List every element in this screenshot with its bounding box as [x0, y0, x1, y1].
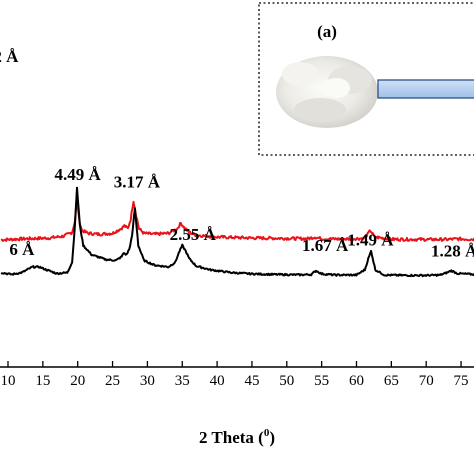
- x-tick-label-55: 55: [314, 373, 329, 389]
- peak-label-1: 3.17 Å: [114, 172, 161, 191]
- x-tick-label-70: 70: [419, 373, 434, 389]
- x-tick-label-10: 10: [1, 373, 16, 389]
- peak-label-3: 1.67 Å: [302, 236, 349, 255]
- series-line-black: [0, 186, 474, 278]
- peak-label-7: 2 Å: [0, 47, 19, 66]
- x-tick-label-50: 50: [279, 373, 294, 389]
- x-tick-label-65: 65: [384, 373, 399, 389]
- x-tick-label-75: 75: [454, 373, 469, 389]
- peak-label-6: 6 Å: [9, 240, 35, 259]
- x-axis-title: 2 Theta (0): [199, 427, 275, 447]
- x-axis-title-superscript: 0: [264, 427, 270, 439]
- series-line-red: [0, 195, 474, 242]
- x-tick-label-45: 45: [244, 373, 259, 389]
- inset-label: (a): [317, 22, 337, 41]
- peak-annotations: 4.49 Å 3.17 Å 2.55 Å 1.67 Å1.49 Å 1.28 Å 6 Å 2…: [0, 47, 474, 260]
- inset-panel: (a): [258, 2, 474, 156]
- x-tick-label-30: 30: [140, 373, 155, 389]
- x-axis-tick-labels: 10 15 20 25 30 35 40 45 50 55 60 65 70 75: [1, 373, 469, 389]
- x-tick-label-15: 15: [35, 373, 50, 389]
- peak-label-2: 2.55 Å: [170, 225, 217, 244]
- x-tick-label-40: 40: [210, 373, 225, 389]
- arrow-bar: [377, 79, 474, 99]
- x-tick-label-20: 20: [70, 373, 85, 389]
- peak-label-5: 1.28 Å: [431, 242, 474, 261]
- peak-label-0: 4.49 Å: [55, 165, 102, 184]
- peak-label-4: 1.49 Å: [347, 230, 394, 249]
- series-layer: [0, 186, 474, 278]
- x-tick-label-35: 35: [175, 373, 190, 389]
- x-tick-label-60: 60: [349, 373, 364, 389]
- powder-sample-image: [276, 56, 378, 128]
- x-axis-ticks: [7, 361, 462, 367]
- x-tick-label-25: 25: [105, 373, 120, 389]
